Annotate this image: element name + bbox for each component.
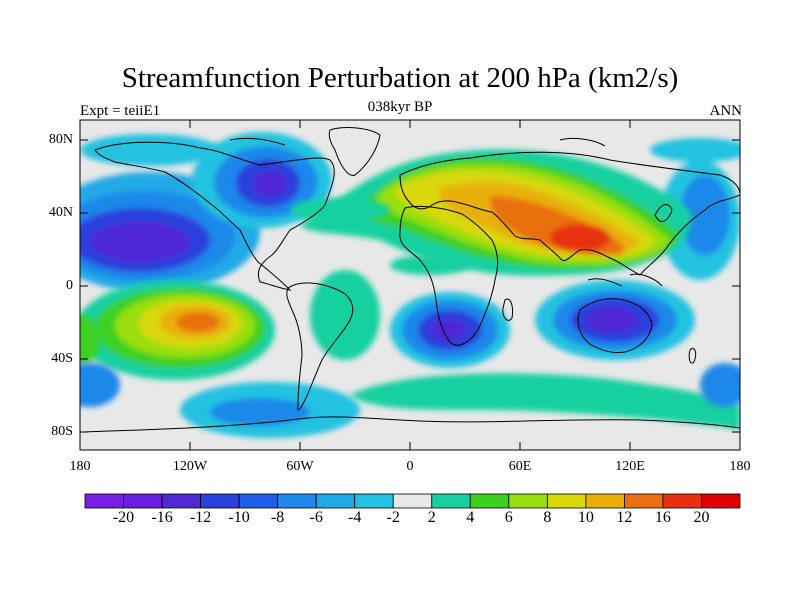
colorbar-label: -20 [112, 509, 135, 526]
colorbar-swatch [123, 493, 163, 509]
lat-label-0: 0 [66, 278, 73, 293]
positive-anomaly-atlantic-band [290, 198, 470, 275]
colorbar-label: -16 [151, 509, 173, 526]
negative-anomaly-north-atlantic [80, 134, 740, 280]
lon-label-60w: 60W [286, 459, 314, 474]
colorbar-swatch [469, 493, 510, 509]
colorbar-label: 20 [693, 509, 710, 526]
colorbar-swatch [624, 493, 664, 509]
negative-anomaly-south-atlantic [390, 292, 510, 368]
lat-label-80s: 80S [51, 424, 73, 439]
positive-anomaly-south-america [310, 270, 380, 360]
lat-label-40s: 40S [51, 351, 73, 366]
positive-anomaly-south-pacific [80, 280, 275, 380]
colorbar-swatch [431, 493, 471, 509]
colorbar-swatch [161, 493, 201, 509]
positive-anomaly-eurasia [300, 149, 692, 276]
season-label: ANN [709, 103, 743, 119]
colorbar-swatch [546, 493, 587, 509]
colorbar-swatch [585, 493, 625, 509]
experiment-label: Expt = teiiE1 [80, 103, 161, 119]
colorbar-swatch [277, 493, 317, 509]
contour-field [80, 120, 740, 450]
axis-ticks [80, 120, 740, 450]
colorbar-label: 16 [654, 509, 671, 526]
map-title: Streamfunction Perturbation at 200 hPa (… [121, 62, 679, 94]
colorbar-label: -6 [309, 509, 323, 526]
lon-label-180w: 180 [69, 459, 91, 474]
colorbar-label: 10 [577, 509, 594, 526]
colorbar-swatch [392, 493, 433, 509]
colorbar-swatch [315, 493, 356, 509]
colorbar-swatch [662, 493, 702, 509]
negative-anomaly-canada [192, 132, 332, 228]
positive-anomaly-southern-ocean [80, 315, 740, 430]
colorbar-swatch [354, 493, 394, 509]
period-label: 038kyr BP [367, 99, 433, 115]
colorbar-swatch [508, 493, 548, 509]
colorbar-label: 4 [466, 509, 475, 526]
lon-label-120w: 120W [172, 459, 208, 474]
coastlines [80, 127, 740, 433]
colorbar-label: 8 [543, 509, 552, 526]
colorbar-swatch [701, 493, 741, 509]
colorbar-label: -12 [189, 509, 212, 526]
lon-label-180e: 180 [729, 459, 751, 474]
lat-label-40n: 40N [48, 205, 73, 220]
colorbar-swatch [200, 493, 240, 509]
lat-label-80n: 80N [48, 132, 73, 147]
colorbar-swatch [84, 493, 124, 509]
lon-label-120e: 120E [615, 459, 645, 474]
colorbar-label: 6 [504, 509, 513, 526]
colorbar-label: -10 [228, 509, 250, 526]
colorbar [84, 493, 741, 509]
negative-anomaly-indian-ocean [535, 280, 695, 360]
colorbar-label: -2 [386, 509, 400, 526]
colorbar-swatch [238, 493, 279, 509]
lon-label-0: 0 [406, 459, 414, 474]
colorbar-label: 2 [427, 509, 436, 526]
lon-label-60e: 60E [508, 459, 532, 474]
colorbar-label: 12 [616, 509, 633, 526]
colorbar-label: -4 [348, 509, 362, 526]
negative-anomaly-south-pacific-high-lat [80, 363, 740, 438]
colorbar-label: -8 [270, 509, 285, 526]
